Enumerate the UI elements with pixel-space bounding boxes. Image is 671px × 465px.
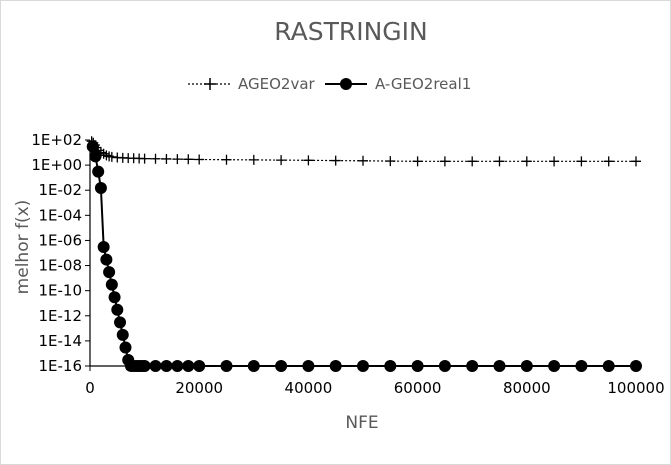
data-point-ageo2var	[172, 154, 183, 165]
data-point-a-geo2real1	[438, 360, 451, 372]
data-point-a-geo2real1	[520, 360, 533, 372]
data-point-a-geo2real1	[466, 360, 479, 372]
legend-label-ageo2var: AGEO2var	[238, 75, 316, 93]
data-point-ageo2var	[385, 156, 396, 167]
legend-marker-a-geo2real1	[340, 78, 352, 90]
y-tick-label: 1E-14	[38, 332, 82, 350]
series-line-a-geo2real1	[91, 146, 636, 367]
data-point-ageo2var	[303, 155, 314, 166]
data-point-a-geo2real1	[329, 360, 342, 372]
axes	[89, 140, 636, 367]
data-point-ageo2var	[276, 155, 287, 166]
data-point-a-geo2real1	[92, 165, 105, 178]
data-point-ageo2var	[549, 156, 560, 167]
data-point-ageo2var	[603, 156, 614, 167]
data-point-a-geo2real1	[302, 360, 315, 372]
y-axis-title: melhor f(x)	[13, 200, 33, 295]
y-tick-label: 1E-16	[38, 357, 82, 375]
data-point-ageo2var	[412, 156, 423, 167]
data-point-a-geo2real1	[119, 341, 132, 354]
data-point-a-geo2real1	[116, 328, 129, 341]
y-tick-label: 1E-08	[38, 257, 82, 275]
data-point-ageo2var	[150, 153, 161, 164]
data-point-a-geo2real1	[105, 278, 118, 291]
data-point-ageo2var	[358, 155, 368, 166]
y-tick-label: 1E+00	[31, 156, 82, 174]
data-point-ageo2var	[161, 153, 172, 164]
x-tick-label: 60000	[394, 379, 442, 397]
data-point-a-geo2real1	[138, 360, 151, 372]
data-point-a-geo2real1	[97, 241, 110, 254]
y-tick-label: 1E+02	[31, 131, 82, 149]
data-point-a-geo2real1	[149, 360, 162, 372]
data-point-a-geo2real1	[357, 360, 369, 372]
data-point-ageo2var	[248, 154, 259, 165]
data-point-a-geo2real1	[94, 182, 107, 195]
chart-title: RASTRINGIN	[274, 17, 428, 46]
data-point-a-geo2real1	[548, 360, 561, 372]
data-point-ageo2var	[221, 154, 232, 165]
x-axis-title: NFE	[345, 413, 378, 433]
legend-marker-ageo2var	[204, 78, 216, 90]
data-point-a-geo2real1	[575, 360, 588, 372]
data-point-a-geo2real1	[411, 360, 424, 372]
data-point-a-geo2real1	[493, 360, 506, 372]
data-point-ageo2var	[101, 150, 112, 161]
data-point-a-geo2real1	[108, 291, 121, 304]
data-point-a-geo2real1	[100, 253, 113, 266]
data-point-a-geo2real1	[275, 360, 288, 372]
data-point-ageo2var	[521, 156, 532, 167]
y-ticks: 1E-16 1E-14 1E-12 1E-10 1E-08 1E-06 1E-04 1E-02…	[31, 131, 90, 375]
data-point-a-geo2real1	[111, 303, 124, 316]
data-point-a-geo2real1	[103, 266, 116, 279]
data-point-ageo2var	[183, 154, 194, 165]
y-tick-label: 1E-10	[38, 282, 82, 300]
data-point-a-geo2real1	[247, 360, 260, 372]
x-tick-label: 100000	[607, 379, 664, 397]
data-point-ageo2var	[467, 156, 478, 167]
chart-legend: AGEO2var A-GEO2real1	[188, 75, 471, 93]
y-tick-label: 1E-04	[38, 206, 82, 224]
x-tick-label: 80000	[503, 379, 551, 397]
data-point-a-geo2real1	[89, 150, 102, 163]
data-point-a-geo2real1	[86, 140, 99, 153]
data-point-ageo2var	[576, 156, 587, 167]
data-point-ageo2var	[194, 154, 205, 165]
data-point-a-geo2real1	[384, 360, 397, 372]
data-point-a-geo2real1	[220, 360, 233, 372]
data-point-a-geo2real1	[193, 360, 206, 372]
plot-area	[86, 136, 642, 372]
data-point-a-geo2real1	[114, 316, 127, 329]
data-point-a-geo2real1	[602, 360, 615, 372]
y-tick-label: 1E-02	[38, 181, 82, 199]
legend-label-a-geo2real1: A-GEO2real1	[375, 75, 471, 93]
data-point-ageo2var	[439, 156, 450, 167]
x-tick-label: 40000	[285, 379, 333, 397]
data-point-ageo2var	[330, 155, 341, 166]
data-point-a-geo2real1	[171, 360, 184, 372]
data-point-ageo2var	[139, 153, 150, 164]
x-tick-label: 0	[85, 379, 95, 397]
data-point-a-geo2real1	[160, 360, 173, 372]
x-ticks: 0 20000 40000 60000 80000 100000	[85, 366, 665, 397]
data-point-ageo2var	[494, 156, 505, 167]
y-tick-label: 1E-12	[38, 307, 82, 325]
data-point-a-geo2real1	[630, 360, 642, 372]
x-tick-label: 20000	[175, 379, 223, 397]
y-tick-label: 1E-06	[38, 231, 82, 249]
data-point-a-geo2real1	[182, 360, 195, 372]
data-point-ageo2var	[631, 156, 641, 167]
